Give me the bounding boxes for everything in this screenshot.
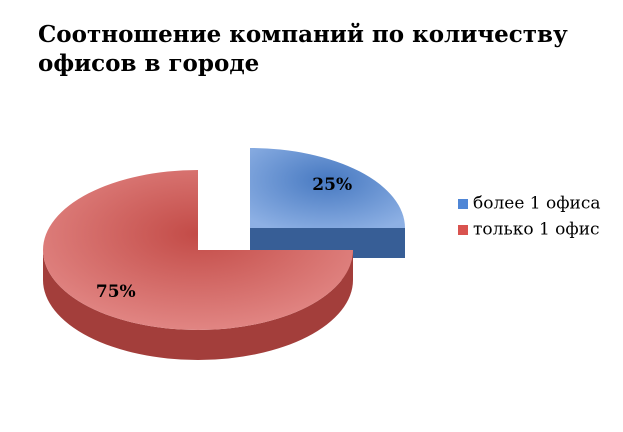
chart-title: Соотношение компаний по количеству офисо… xyxy=(38,21,568,77)
legend-label: только 1 офис xyxy=(473,220,600,240)
legend-swatch xyxy=(458,225,468,235)
slice-top xyxy=(43,170,353,330)
slice xyxy=(43,170,353,360)
data-label: 25% xyxy=(312,175,352,195)
data-label: 75% xyxy=(96,282,136,302)
slice-top xyxy=(250,148,405,228)
legend-swatch xyxy=(458,199,468,209)
slice xyxy=(250,148,405,258)
legend-label: более 1 офиса xyxy=(473,194,601,214)
slice-side xyxy=(43,250,353,360)
